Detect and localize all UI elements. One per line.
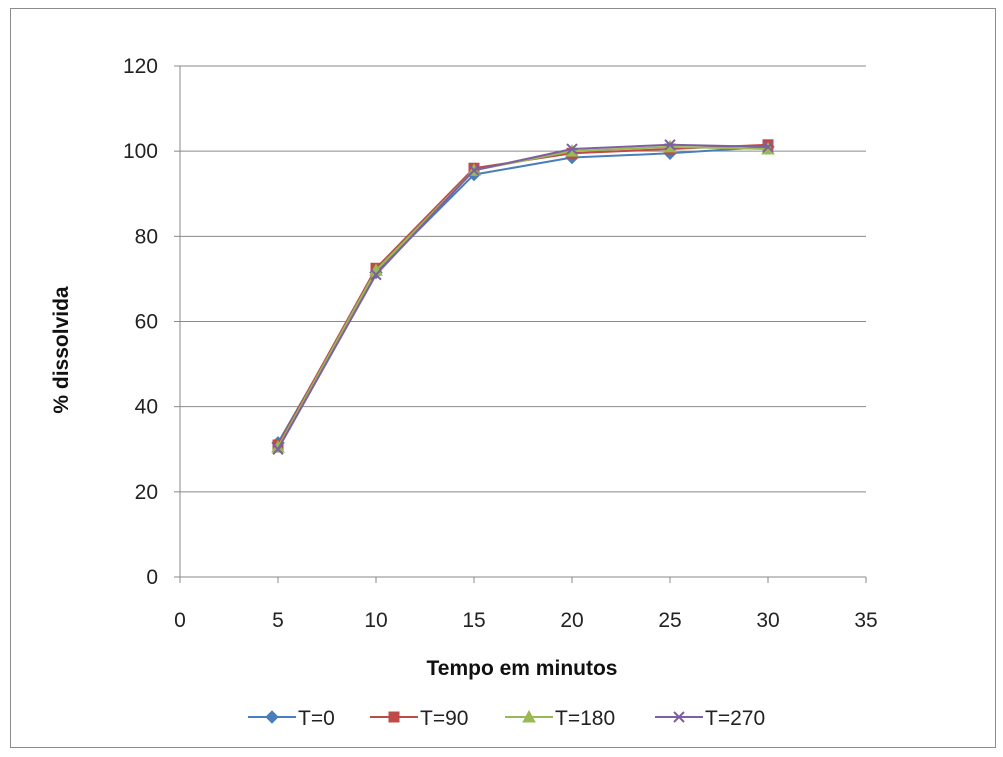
x-tick-label: 10 <box>364 609 387 632</box>
legend: T=0 T=90 T=180 T=270 <box>248 707 765 730</box>
y-tick-label: 120 <box>123 55 158 78</box>
x-tick-label: 5 <box>272 609 284 632</box>
x-tick-label: 25 <box>658 609 681 632</box>
legend-marker <box>522 709 536 723</box>
x-tick-label: 35 <box>854 609 877 632</box>
legend-marker <box>388 711 400 723</box>
x-tick-label: 15 <box>462 609 485 632</box>
x-tick-label: 30 <box>756 609 779 632</box>
data-point <box>370 268 382 281</box>
series-line <box>277 143 769 450</box>
chart-frame <box>10 8 996 748</box>
legend-item: T=90 <box>370 707 468 730</box>
legend-marker <box>265 710 279 724</box>
y-tick-label: 100 <box>123 140 158 163</box>
data-point <box>272 443 284 455</box>
y-tick-label: 40 <box>135 396 158 419</box>
x-axis-label: Tempo em minutos <box>427 657 618 680</box>
legend-label: T=180 <box>555 707 615 730</box>
axes <box>174 65 867 583</box>
y-tick-labels: 0 20 40 60 80 100 120 <box>123 55 158 589</box>
legend-label: T=0 <box>298 707 335 730</box>
x-tick-label: 0 <box>174 609 186 632</box>
x-tick-labels: 0 5 10 15 20 25 30 35 <box>174 609 878 632</box>
legend-item: T=0 <box>248 707 335 730</box>
series-line <box>277 145 769 444</box>
series-T=90 <box>272 139 774 451</box>
series-T=0 <box>271 140 775 450</box>
data-point <box>762 141 774 153</box>
series-T=180 <box>271 139 775 453</box>
series-T=270 <box>272 139 774 455</box>
data-point <box>664 139 676 151</box>
data-point <box>468 164 480 177</box>
y-tick-label: 0 <box>146 566 158 589</box>
series-line <box>277 143 769 446</box>
x-tick-label: 20 <box>560 609 583 632</box>
gridlines <box>180 65 866 493</box>
series-line <box>277 145 769 448</box>
y-axis-label: % dissolvida <box>50 286 73 414</box>
data-series <box>271 139 775 455</box>
y-tick-label: 80 <box>135 225 158 248</box>
y-tick-label: 60 <box>135 311 158 334</box>
legend-marker <box>673 711 685 723</box>
data-point <box>566 143 578 155</box>
legend-item: T=180 <box>505 707 615 730</box>
legend-label: T=90 <box>420 707 468 730</box>
legend-label: T=270 <box>705 707 765 730</box>
legend-item: T=270 <box>655 707 765 730</box>
y-tick-label: 20 <box>135 481 158 504</box>
